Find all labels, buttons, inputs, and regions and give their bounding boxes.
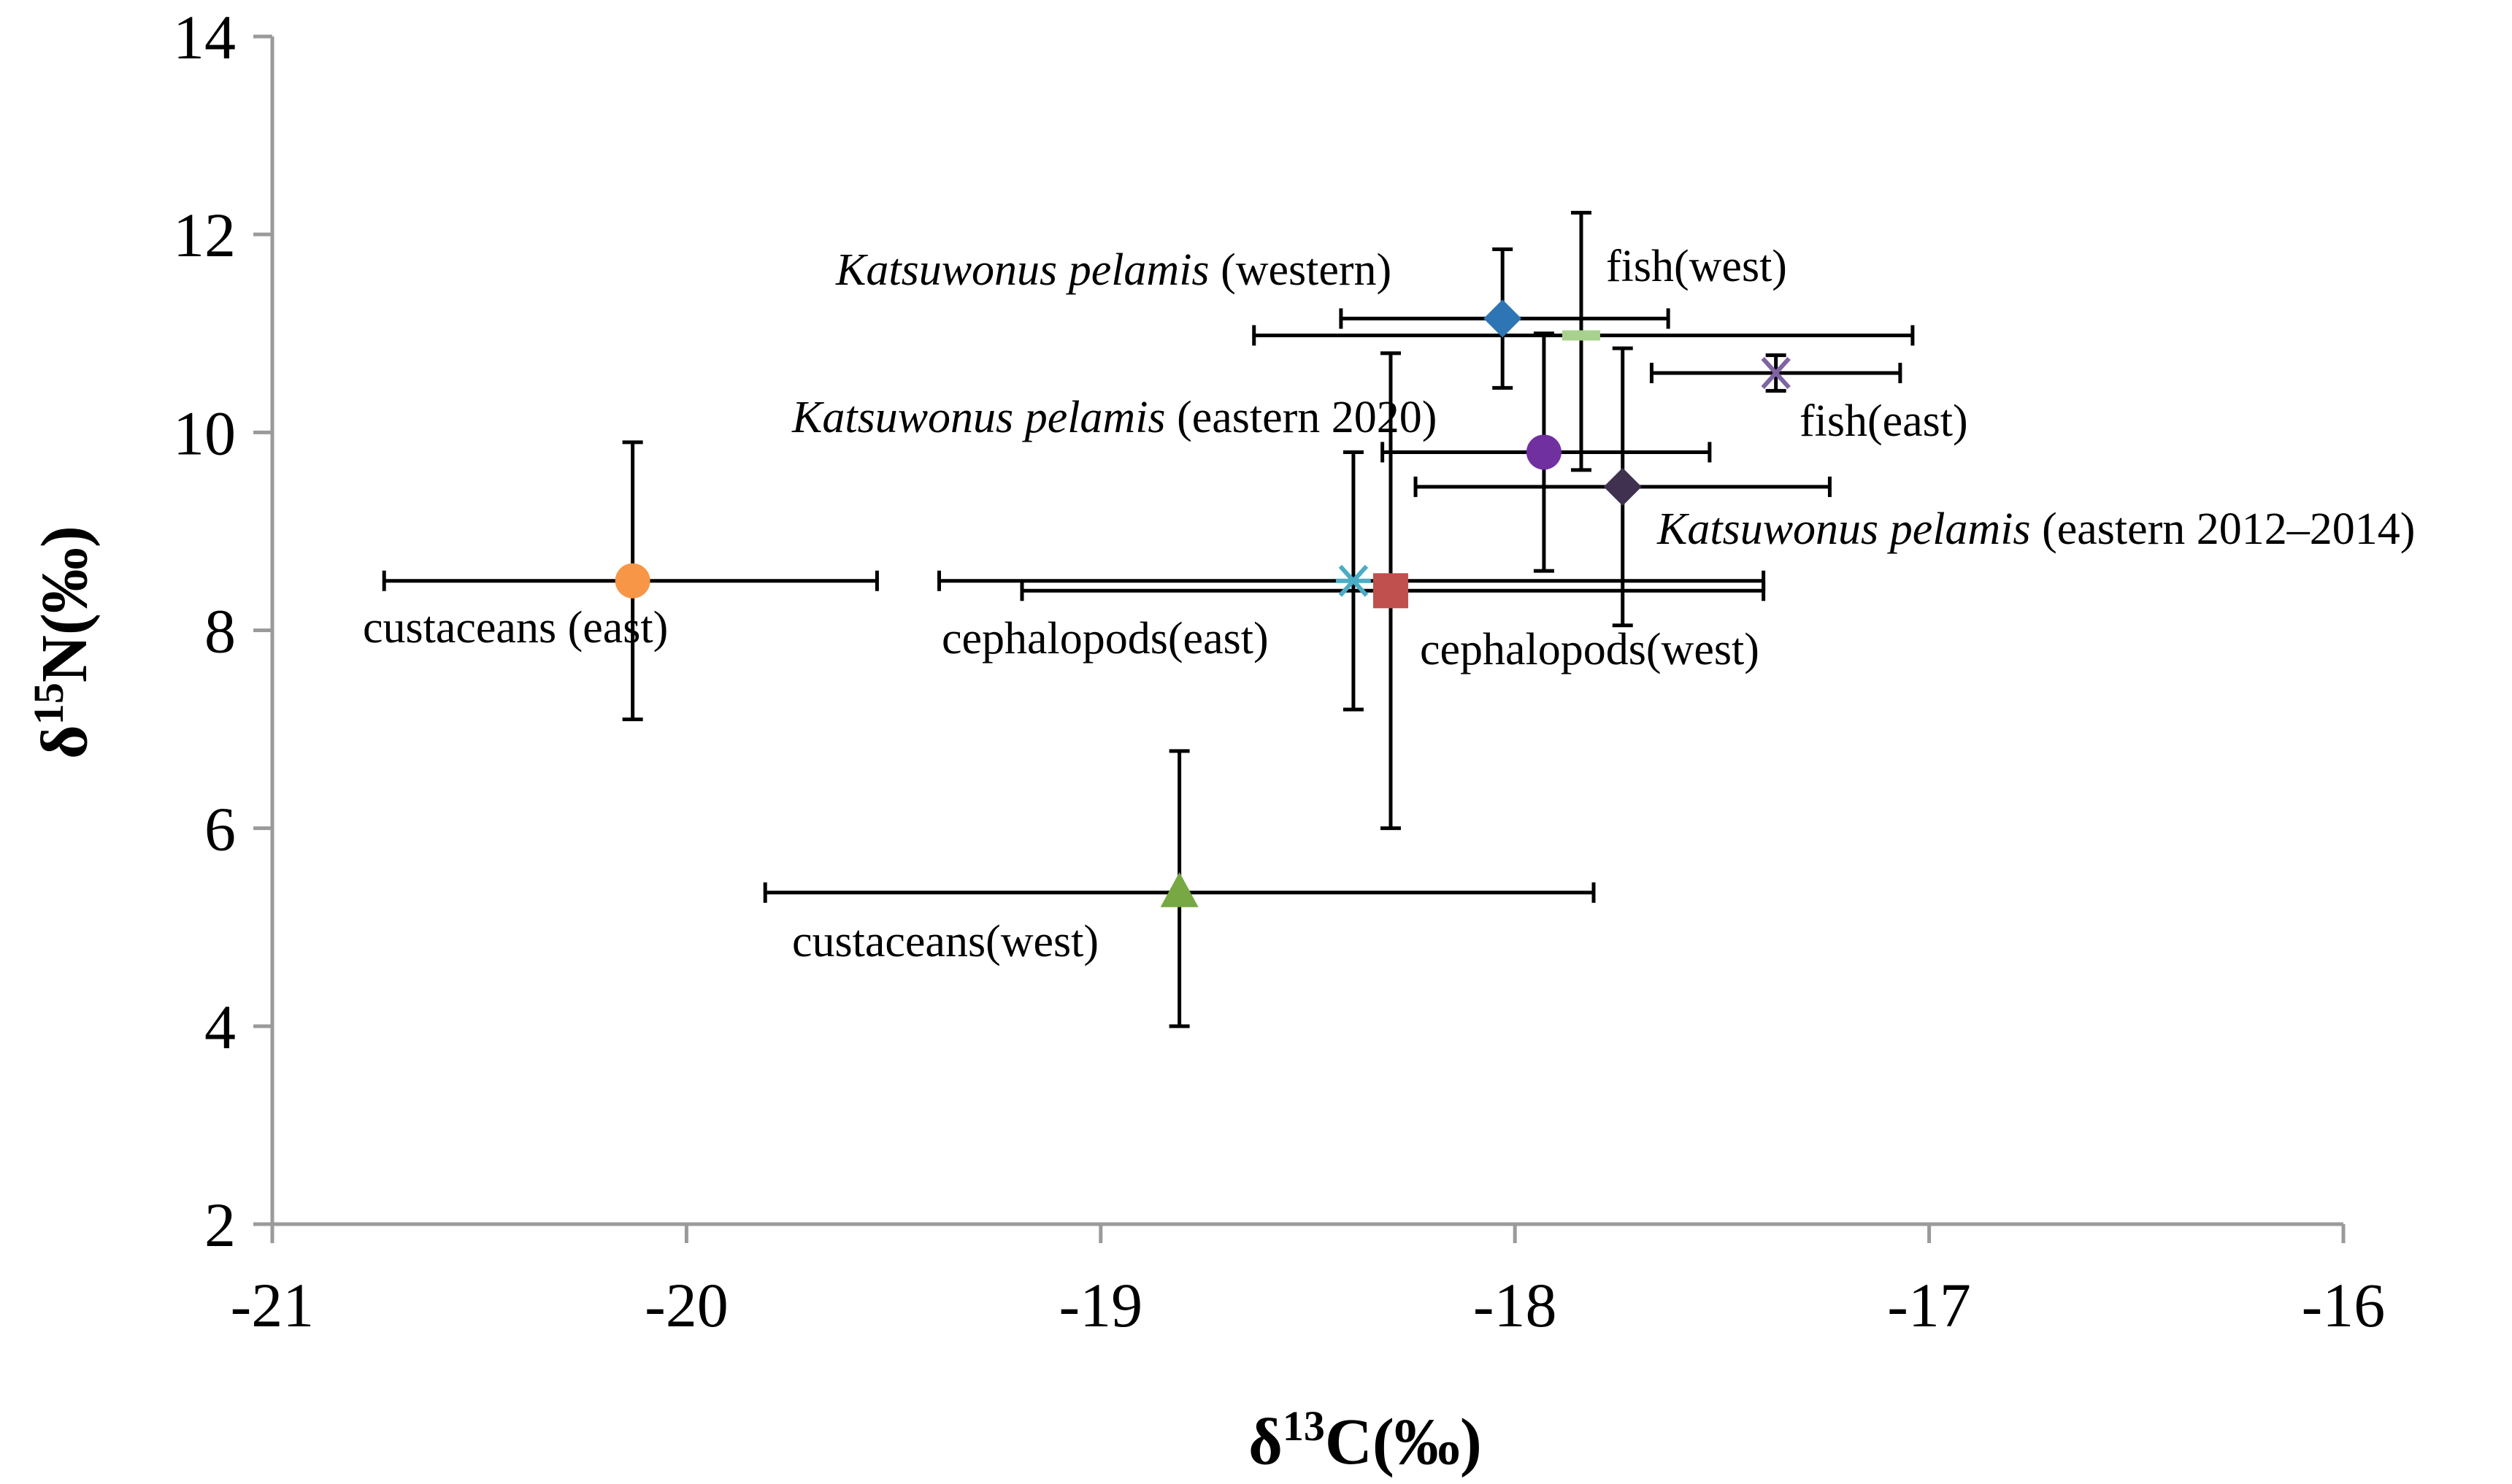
x-tick-label: -16	[2302, 1270, 2386, 1340]
marker-star-x-2	[1761, 356, 1791, 389]
tick-marks	[253, 34, 2346, 1243]
point-labels: Katsuwonus pelamis (western) fish(west) …	[363, 242, 2415, 966]
label-cephalopods-east: cephalopods(east)	[942, 614, 1269, 664]
label-kp-eastern-2012-2014: Katsuwonus pelamis (eastern 2012–2014)	[1656, 504, 2415, 554]
x-tick-label: -20	[645, 1270, 729, 1340]
x-tick-label: -17	[1887, 1270, 1971, 1340]
label-cephalopods-west: cephalopods(west)	[1420, 625, 1759, 674]
y-tick-label: 14	[173, 2, 236, 72]
y-tick-label: 6	[204, 794, 236, 864]
marker-square-7	[1372, 573, 1408, 609]
label-custaceans-east: custaceans (east)	[363, 603, 668, 653]
label-kp-western: Katsuwonus pelamis (western)	[835, 245, 1391, 295]
y-tick-label: 8	[204, 596, 236, 666]
marker-diamond-4	[1603, 467, 1642, 506]
label-fish-east: fish(east)	[1800, 396, 1968, 446]
y-tick-label: 10	[173, 398, 236, 468]
marker-circle-5	[615, 563, 650, 599]
x-axis-title: δ13C(‰)	[1248, 1402, 1482, 1479]
data-markers	[615, 299, 1791, 907]
label-custaceans-west: custaceans(west)	[792, 917, 1099, 966]
label-fish-west: fish(west)	[1606, 242, 1787, 291]
marker-triangle-8	[1160, 872, 1199, 907]
y-axis-title: δ15N(‰)	[25, 526, 101, 759]
x-tick-label: -18	[1473, 1270, 1557, 1340]
tick-labels: -21 -20 -19 -18 -17 -16 2 4 6 8 10 12 14	[173, 2, 2385, 1340]
y-tick-label: 4	[204, 992, 236, 1062]
x-tick-label: -21	[231, 1270, 315, 1340]
marker-asterisk-6	[1335, 564, 1371, 597]
marker-diamond-0	[1483, 299, 1522, 338]
asterisk-stroke	[1338, 564, 1369, 597]
y-tick-label: 12	[173, 200, 236, 270]
y-tick-label: 2	[204, 1190, 236, 1260]
label-kp-eastern-2020: Katsuwonus pelamis (eastern 2020)	[791, 393, 1437, 442]
star-stroke	[1761, 356, 1791, 389]
x-tick-label: -19	[1059, 1270, 1142, 1340]
marker-circle-3	[1526, 434, 1562, 470]
